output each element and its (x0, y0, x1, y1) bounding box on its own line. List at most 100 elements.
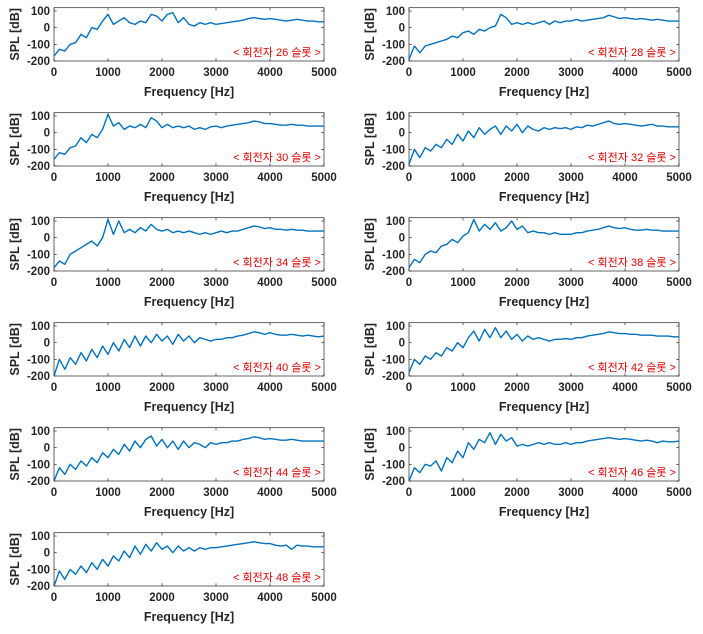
x-tick-label: 1000 (95, 592, 121, 604)
y-tick-label: 0 (44, 128, 50, 140)
x-tick-label: 4000 (612, 382, 638, 394)
series-line (409, 120, 679, 165)
x-tick-label: 3000 (203, 487, 229, 499)
x-tick-label: 5000 (666, 172, 692, 184)
y-axis-label: SPL [dB] (363, 8, 377, 61)
x-axis-label: Frequency [Hz] (144, 295, 234, 309)
x-tick-label: 2000 (149, 172, 175, 184)
x-axis-label: Frequency [Hz] (499, 400, 589, 414)
x-axis-label: Frequency [Hz] (499, 295, 589, 309)
x-tick-label: 2000 (504, 67, 530, 79)
y-tick-label: -200 (27, 371, 50, 383)
slot-annotation: < 회전자 46 슬롯 > (588, 466, 676, 479)
y-tick-label: 100 (386, 426, 405, 438)
y-tick-label: -200 (27, 581, 50, 593)
y-tick-label: 100 (386, 6, 405, 18)
y-tick-label: 100 (31, 111, 50, 123)
x-axis-label: Frequency [Hz] (499, 190, 589, 204)
y-tick-label: 0 (399, 233, 405, 245)
y-tick-label: 0 (399, 128, 405, 140)
y-tick-label: 100 (386, 321, 405, 333)
y-tick-label: -200 (27, 476, 50, 488)
y-axis-label: SPL [dB] (8, 218, 22, 271)
x-tick-label: 4000 (257, 592, 283, 604)
x-tick-label: 5000 (666, 67, 692, 79)
x-tick-label: 4000 (257, 382, 283, 394)
series-line (54, 331, 324, 377)
slot-annotation: < 회전자 30 슬롯 > (233, 151, 321, 164)
slot-annotation: < 회전자 38 슬롯 > (588, 256, 676, 269)
x-tick-label: 4000 (612, 277, 638, 289)
x-tick-label: 5000 (311, 67, 337, 79)
y-tick-label: 0 (44, 338, 50, 350)
y-tick-label: 0 (399, 443, 405, 455)
x-axis-label: Frequency [Hz] (144, 610, 234, 624)
y-tick-label: 0 (44, 23, 50, 35)
y-axis-label: SPL [dB] (363, 323, 377, 376)
x-axis-label: Frequency [Hz] (499, 85, 589, 99)
series-line (54, 541, 324, 587)
y-axis-label: SPL [dB] (8, 323, 22, 376)
y-tick-label: -100 (382, 39, 405, 51)
x-tick-label: 2000 (149, 277, 175, 289)
y-tick-label: 100 (31, 426, 50, 438)
y-tick-label: -100 (382, 354, 405, 366)
y-tick-label: 0 (44, 443, 50, 455)
x-tick-label: 5000 (666, 487, 692, 499)
y-tick-label: -100 (27, 144, 50, 156)
y-tick-label: 100 (31, 531, 50, 543)
y-tick-label: -100 (382, 459, 405, 471)
y-tick-label: 0 (44, 233, 50, 245)
axes-box (53, 7, 325, 62)
y-axis-label: SPL [dB] (363, 428, 377, 481)
x-tick-label: 0 (406, 487, 412, 499)
x-tick-label: 3000 (558, 277, 584, 289)
x-tick-label: 1000 (95, 67, 121, 79)
y-tick-label: 100 (31, 216, 50, 228)
y-axis-label: SPL [dB] (8, 8, 22, 61)
y-tick-label: -100 (27, 564, 50, 576)
y-tick-label: 100 (31, 6, 50, 18)
y-tick-label: 100 (31, 321, 50, 333)
x-tick-label: 2000 (504, 382, 530, 394)
series-line (54, 218, 324, 269)
y-tick-label: -100 (27, 39, 50, 51)
x-tick-label: 3000 (203, 592, 229, 604)
y-tick-label: -100 (27, 354, 50, 366)
slot-annotation: < 회전자 26 슬롯 > (233, 46, 321, 59)
slot-annotation: < 회전자 28 슬롯 > (588, 46, 676, 59)
x-tick-label: 1000 (95, 277, 121, 289)
axes-box (408, 217, 680, 272)
x-tick-label: 0 (406, 277, 412, 289)
y-axis-label: SPL [dB] (8, 428, 22, 481)
x-tick-label: 4000 (612, 172, 638, 184)
y-tick-label: 100 (386, 216, 405, 228)
x-tick-label: 5000 (311, 172, 337, 184)
x-tick-label: 4000 (257, 487, 283, 499)
slot-annotation: < 회전자 42 슬롯 > (588, 361, 676, 374)
series-line (409, 13, 679, 60)
x-tick-label: 0 (51, 172, 57, 184)
x-axis-label: Frequency [Hz] (144, 505, 234, 519)
y-axis-label: SPL [dB] (8, 533, 22, 586)
y-tick-label: -200 (382, 161, 405, 173)
x-tick-label: 0 (51, 382, 57, 394)
x-tick-label: 3000 (558, 487, 584, 499)
x-tick-label: 3000 (558, 382, 584, 394)
x-axis-label: Frequency [Hz] (499, 505, 589, 519)
y-tick-label: -100 (27, 249, 50, 261)
x-tick-label: 5000 (311, 592, 337, 604)
y-tick-label: -100 (27, 459, 50, 471)
x-tick-label: 5000 (311, 277, 337, 289)
y-tick-label: 0 (399, 338, 405, 350)
x-tick-label: 1000 (450, 172, 476, 184)
y-axis-label: SPL [dB] (363, 113, 377, 166)
y-tick-label: 0 (399, 23, 405, 35)
axes-box (53, 112, 325, 167)
x-tick-label: 0 (51, 67, 57, 79)
